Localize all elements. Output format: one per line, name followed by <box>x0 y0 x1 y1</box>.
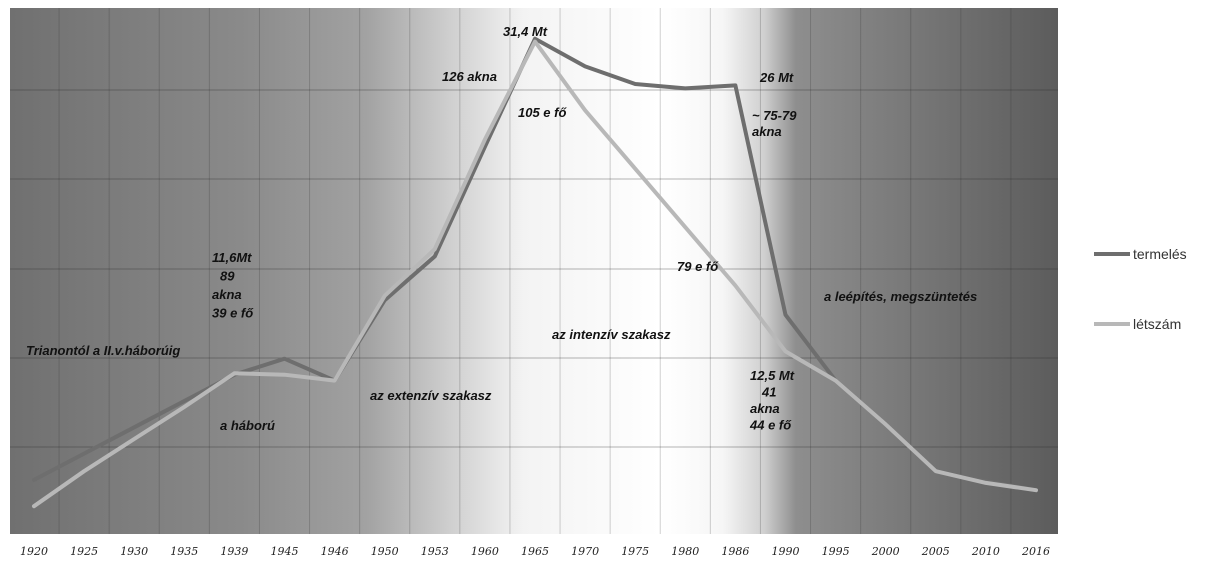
x-tick-label: 1930 <box>120 545 148 558</box>
x-tick-label: 1995 <box>822 545 850 558</box>
annotation-peak: 31,4 Mt <box>503 24 548 39</box>
x-tick-label: 1920 <box>20 545 48 558</box>
x-tick-label: 2005 <box>921 545 950 558</box>
x-tick-label: 1946 <box>321 545 349 558</box>
annotation-extenziv: az extenzív szakasz <box>370 388 492 403</box>
annotation-line: 11,6Mt <box>212 250 252 265</box>
x-tick-label: 1975 <box>621 545 649 558</box>
x-tick-label: 1925 <box>70 545 98 558</box>
x-tick-label: 1939 <box>220 545 248 558</box>
annotation-line: akna <box>750 401 780 416</box>
annotation-126-akna: 126 akna <box>442 69 497 84</box>
annotation-intenziv: az intenzív szakasz <box>552 327 671 342</box>
annotation-11-6-mt: 11,6Mt 89 akna 39 e fő <box>212 250 254 321</box>
annotation-12-5-mt: 12,5 Mt 41 akna 44 e fő <box>749 368 795 433</box>
x-tick-label: 1935 <box>170 545 198 558</box>
annotation-line: a háború <box>220 418 275 433</box>
x-tick-label: 1945 <box>271 545 299 558</box>
annotation-line: ~ 75-79 <box>752 108 797 123</box>
x-tick-label: 2000 <box>871 545 900 558</box>
annotation-26-mt: 26 Mt <box>759 70 794 85</box>
annotation-haboru: a háború <box>220 418 275 433</box>
x-tick-label: 1965 <box>521 545 549 558</box>
annotation-line: 26 Mt <box>759 70 794 85</box>
annotation-line: az intenzív szakasz <box>552 327 671 342</box>
annotation-line: akna <box>212 287 242 302</box>
x-tick-label: 1990 <box>772 545 800 558</box>
annotation-line: 105 e fő <box>518 105 567 120</box>
annotation-line: 41 <box>761 385 776 400</box>
annotation-line: 89 <box>220 269 235 284</box>
annotation-line: 31,4 Mt <box>503 24 548 39</box>
legend: termelés létszám <box>1094 246 1187 332</box>
annotation-line: 39 e fő <box>212 306 254 321</box>
annotation-line: az extenzív szakasz <box>370 388 492 403</box>
annotation-trianon: Trianontól a II.v.háborúig <box>26 343 180 358</box>
legend-label-termeles: termelés <box>1133 246 1187 262</box>
x-axis-tick-labels: 1920 1925 1930 1935 1939 1945 1946 1950 1953 1960… <box>20 545 1050 558</box>
annotation-line: a leépítés, megszüntetés <box>824 289 977 304</box>
x-tick-label: 1953 <box>421 545 449 558</box>
x-tick-label: 1986 <box>721 545 749 558</box>
annotation-line: 12,5 Mt <box>750 368 795 383</box>
annotation-line: 79 e fő <box>677 259 719 274</box>
annotation-line: 44 e fő <box>749 418 792 433</box>
annotation-75-79-akna: ~ 75-79 akna <box>752 108 797 139</box>
annotation-line: Trianontól a II.v.háborúig <box>26 343 180 358</box>
annotation-79-e-fo: 79 e fő <box>677 259 719 274</box>
x-tick-label: 1960 <box>471 545 499 558</box>
series-lines <box>32 36 1038 509</box>
x-tick-label: 2010 <box>971 545 1000 558</box>
series-line-letszam <box>32 39 1038 509</box>
x-tick-label: 1980 <box>671 545 699 558</box>
plot-background <box>10 8 1058 534</box>
annotation-leepites: a leépítés, megszüntetés <box>824 289 977 304</box>
annotation-105-e-fo: 105 e fő <box>518 105 567 120</box>
annotation-line: 126 akna <box>442 69 497 84</box>
legend-label-letszam: létszám <box>1133 316 1181 332</box>
annotations: 31,4 Mt 126 akna 26 Mt 105 e fő ~ 75-79 a… <box>26 24 977 433</box>
annotation-line: akna <box>752 124 782 139</box>
x-tick-label: 1970 <box>571 545 599 558</box>
x-tick-label: 2016 <box>1021 545 1050 558</box>
x-tick-label: 1950 <box>371 545 399 558</box>
